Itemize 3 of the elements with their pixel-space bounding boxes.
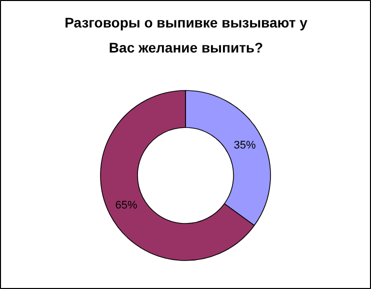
chart-title: Разговоры о выпивке вызывают у Вас желание выпить? [64,14,308,56]
data-label: 65% [115,200,138,212]
data-label: 35% [234,139,256,152]
